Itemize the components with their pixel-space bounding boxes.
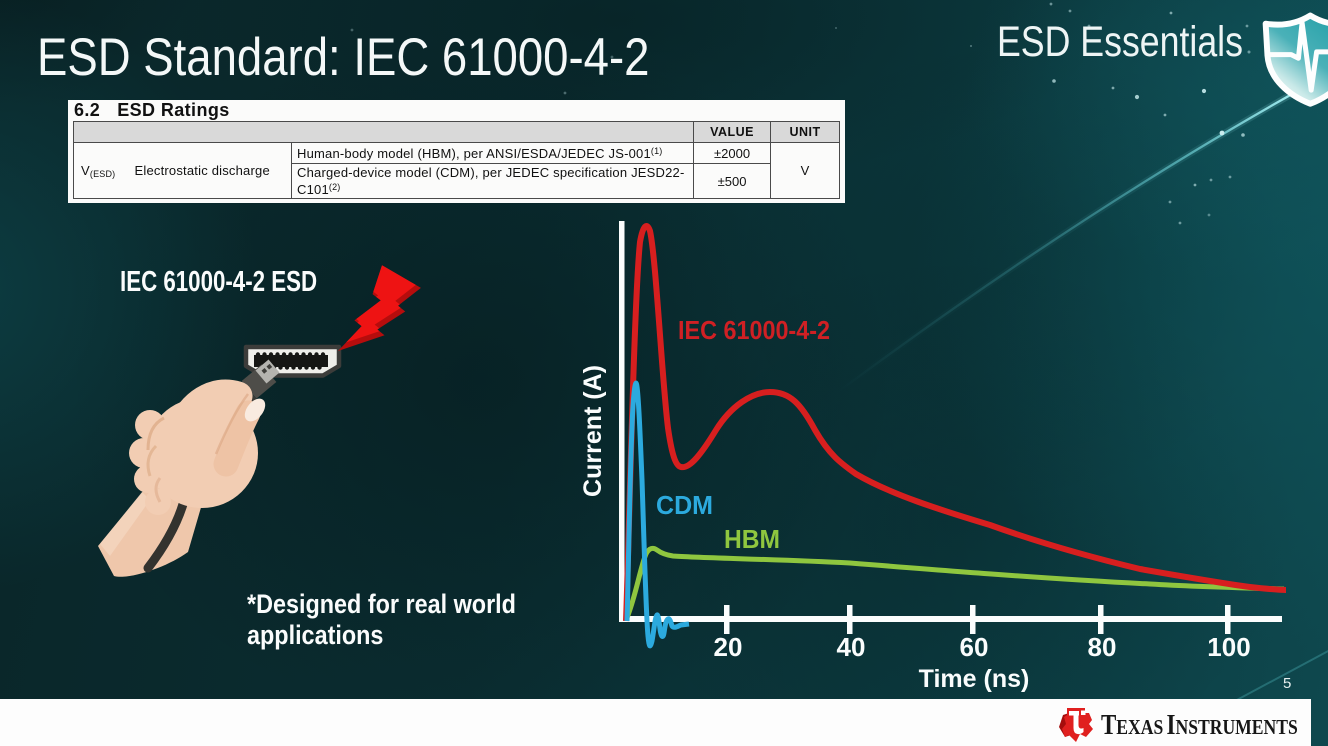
svg-text:60: 60 bbox=[960, 632, 989, 662]
svg-text:100: 100 bbox=[1207, 632, 1250, 662]
svg-text:IEC 61000-4-2: IEC 61000-4-2 bbox=[678, 315, 830, 345]
svg-text:40: 40 bbox=[837, 632, 866, 662]
svg-text:20: 20 bbox=[714, 632, 743, 662]
svg-text:80: 80 bbox=[1088, 632, 1117, 662]
svg-text:HBM: HBM bbox=[724, 524, 780, 554]
svg-text:CDM: CDM bbox=[656, 490, 713, 520]
svg-text:Time (ns): Time (ns) bbox=[919, 665, 1030, 693]
svg-text:Current (A): Current (A) bbox=[579, 365, 607, 497]
